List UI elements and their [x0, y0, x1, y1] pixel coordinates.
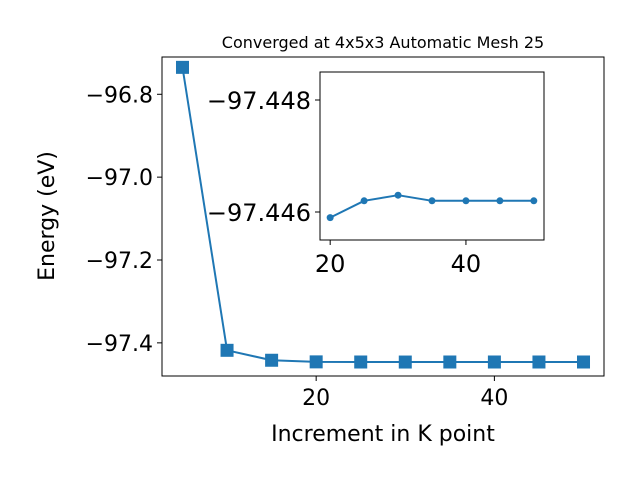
main-y-tick-label: −97.0: [86, 166, 153, 191]
inset-y-tick-label: −97.446: [207, 199, 311, 227]
main-data-point: [220, 343, 234, 357]
main-data-point: [309, 355, 323, 369]
main-y-tick-label: −96.8: [86, 83, 153, 108]
main-x-tick-label: 20: [302, 386, 330, 411]
inset-x-tick-label: 40: [451, 250, 482, 278]
inset-y-tick-label: −97.448: [207, 87, 311, 115]
inset-data-point: [394, 191, 402, 199]
main-y-tick-label: −97.4: [86, 332, 153, 357]
inset-series: [326, 191, 538, 222]
inset-x-tick-label: 20: [315, 250, 346, 278]
inset-axes: 20 40 −97.448 −97.446: [207, 71, 545, 278]
main-data-point: [354, 355, 368, 369]
y-axis-label: Energy (eV): [35, 151, 60, 281]
main-series-line: [181, 67, 584, 364]
main-data-point: [487, 355, 501, 369]
x-axis-label: Increment in K point: [271, 422, 495, 447]
inset-data-point: [530, 197, 538, 205]
inset-axes-frame: [319, 71, 545, 241]
inset-data-point: [496, 197, 504, 205]
main-series: [175, 60, 591, 369]
main-data-point: [577, 355, 591, 369]
inset-data-point: [360, 197, 368, 205]
main-data-point: [532, 355, 546, 369]
main-x-tick-label: 40: [480, 386, 508, 411]
chart-title: Converged at 4x5x3 Automatic Mesh 25: [222, 33, 544, 52]
main-data-point: [175, 60, 189, 74]
main-data-point: [398, 355, 412, 369]
main-axes-frame: [161, 56, 605, 377]
inset-data-point: [326, 214, 334, 222]
main-data-point: [265, 353, 279, 367]
inset-data-point: [462, 197, 470, 205]
inset-data-point: [428, 197, 436, 205]
main-y-tick-label: −97.2: [86, 249, 153, 274]
inset-plot-area: [320, 72, 544, 240]
inset-ticks: 20 40 −97.448 −97.446: [207, 87, 481, 278]
main-data-point: [443, 355, 457, 369]
main-ticks: 20 40 −96.8 −97.0 −97.2 −97.4: [86, 83, 509, 411]
